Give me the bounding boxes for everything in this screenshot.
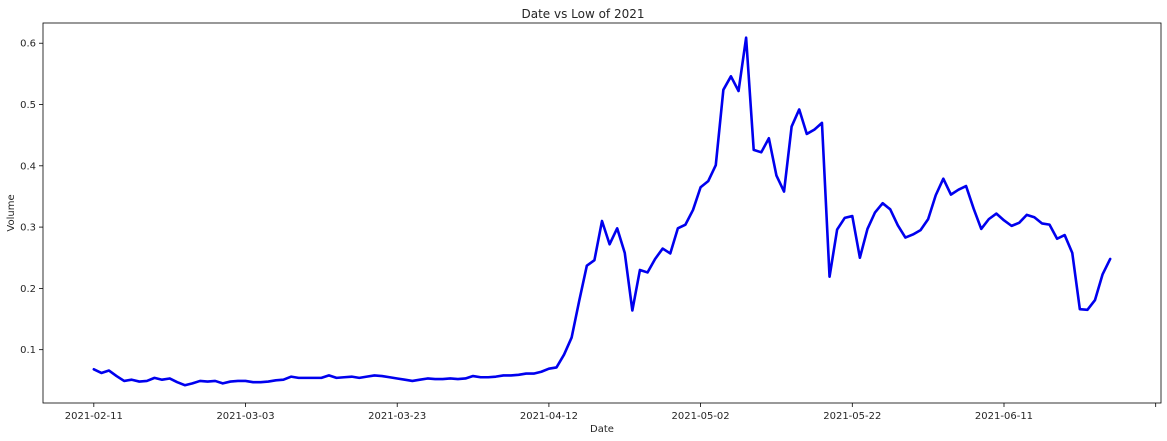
x-tick-label: 2021-05-02: [672, 411, 730, 422]
x-tick-label: 2021-05-22: [823, 411, 881, 422]
series-layer: [92, 36, 1112, 387]
y-tick-label: 0.3: [20, 223, 36, 234]
x-axis-label: Date: [590, 424, 614, 435]
x-tick-label: 2021-04-12: [520, 411, 578, 422]
y-axis: 0.1 0.2 0.3 0.4 0.5 0.6: [20, 39, 43, 356]
series-line: [92, 36, 1112, 387]
y-tick-label: 0.2: [20, 284, 36, 295]
y-tick-label: 0.4: [20, 161, 36, 172]
x-tick-label: 2021-02-11: [65, 411, 123, 422]
x-axis: 2021-02-11 2021-03-03 2021-03-23 2021-04-12…: [65, 403, 1157, 422]
plot-frame: [42, 22, 1162, 404]
x-tick-label: 2021-03-23: [368, 411, 426, 422]
y-tick-label: 0.1: [20, 345, 36, 356]
y-tick-label: 0.5: [20, 100, 36, 111]
x-tick-label: 2021-06-11: [975, 411, 1033, 422]
y-tick-label: 0.6: [20, 39, 36, 50]
y-axis-label: Volume: [6, 194, 17, 231]
x-tick-label: 2021-03-03: [216, 411, 274, 422]
chart-title: Date vs Low of 2021: [521, 7, 644, 21]
